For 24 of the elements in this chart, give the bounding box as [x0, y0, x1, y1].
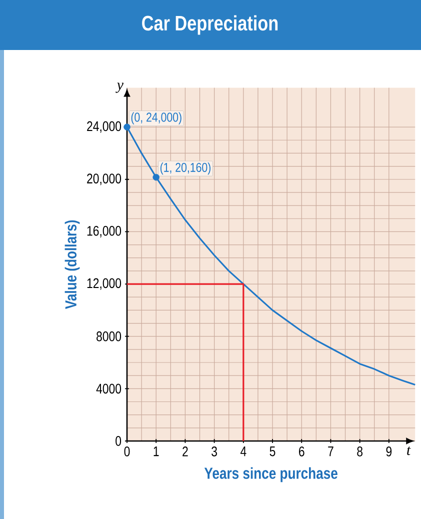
y-tick-label: 20,000 [87, 174, 122, 186]
y-tick-label: 24,000 [87, 121, 122, 133]
chart-title: Car Depreciation [142, 15, 278, 35]
x-tick-label: 6 [299, 446, 304, 456]
x-tick-label: 9 [386, 446, 392, 456]
y-axis-title: Value (dollars) [64, 220, 80, 309]
x-tick-label: 0 [124, 446, 130, 456]
x-tick-label: 1 [154, 446, 159, 456]
y-tick-label: 16,000 [87, 226, 122, 238]
y-tick-label: 0 [116, 436, 122, 446]
text: y [116, 82, 124, 93]
x-tick-label: 2 [182, 446, 188, 456]
x-axis-title: Years since purchase [204, 467, 338, 482]
data-label: (0, 24,000) [131, 112, 182, 124]
data-label: (1, 20,160) [160, 162, 210, 175]
x-tick-label: 5 [270, 446, 276, 456]
x-tick-label: 3 [212, 446, 217, 456]
y-tick-label: 12,000 [87, 278, 122, 290]
x-tick-label: 4 [240, 446, 246, 456]
y-tick-label: 8000 [96, 331, 122, 342]
y-tick-label: 4000 [96, 384, 122, 394]
x-tick-label: 7 [328, 446, 334, 456]
text: t [407, 446, 411, 456]
x-tick-label: 8 [357, 446, 362, 456]
